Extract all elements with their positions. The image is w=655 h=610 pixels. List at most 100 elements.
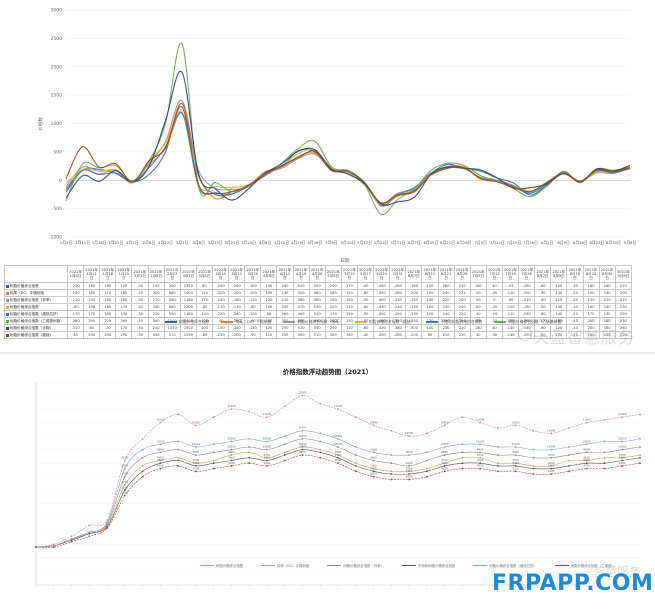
table-cell: 570: [163, 331, 181, 339]
table-cell: -190: [518, 303, 536, 311]
table-cell: 1050: [163, 324, 181, 332]
legend-line: [283, 321, 296, 323]
bottom-point: [585, 443, 588, 446]
table-column-header: 2021年5月31日: [389, 265, 407, 283]
table-cell: -430: [373, 303, 391, 311]
table-cell: 200: [453, 296, 471, 304]
table-cell: 150: [340, 296, 358, 304]
bottom-point: [568, 446, 570, 448]
table-cell: -30: [566, 282, 584, 290]
table-row-name: 树脂价格综合指数（邻苯）: [4, 296, 68, 304]
watermark-bottom: 智慧服务: [593, 565, 642, 579]
series-name: 树脂价格综合指数: [10, 284, 39, 288]
bottom-point: [177, 413, 180, 416]
data-label: 10000: [263, 445, 272, 449]
table-cell: -110: [66, 296, 85, 304]
table-cell: 220: [324, 303, 342, 311]
table-cell: 30: [469, 331, 487, 339]
table-column-header: 2021年5月24日: [373, 265, 391, 283]
table-cell: 220: [614, 282, 633, 290]
bottom-point: [266, 416, 268, 419]
bottom-point: [212, 451, 215, 454]
bottom-point: [372, 451, 375, 454]
data-label: 9300: [548, 464, 555, 468]
legend-item: 树脂价格综合指数: [200, 563, 243, 568]
table-cell: 510: [308, 331, 326, 339]
bottom-point: [230, 454, 233, 456]
bottom-point: [212, 416, 215, 419]
table-cell: 270: [147, 296, 165, 304]
data-label: 10200: [156, 439, 165, 443]
top-series-line-6: [65, 70, 631, 206]
table-cell: -40: [356, 331, 375, 339]
table-cell: -80: [356, 289, 375, 297]
y-tick-label: 1000: [51, 121, 63, 127]
table-cell: 120: [598, 296, 616, 304]
data-label: 9700: [477, 453, 484, 457]
bottom-point: [248, 456, 251, 459]
table-cell: -50: [131, 303, 149, 311]
legend-label: 树脂价格综合指数（乙烯基）: [570, 564, 615, 568]
table-cell: 250: [276, 303, 294, 311]
bottom-point: [514, 465, 517, 467]
table-row: 树脂价格综合指数（乙烯基树脂）-360290220260-10340100024…: [4, 317, 633, 325]
table-cell: -320: [211, 289, 230, 297]
y-axis-label: 价格数: [37, 117, 44, 131]
top-series-line-1: [65, 100, 631, 205]
table-cell: 30: [66, 331, 85, 339]
bottom-point: [585, 467, 588, 470]
bottom-point: [479, 462, 482, 465]
x-tick-label: 3月15日: [208, 240, 223, 245]
table-cell: -50: [356, 310, 375, 318]
table-cell: 180: [83, 282, 101, 290]
data-label: 9500: [335, 458, 342, 462]
bottom-point: [408, 473, 410, 475]
x-tick-label: 2月8日: [143, 240, 156, 245]
table-cell: -400: [373, 296, 391, 304]
table-cell: 510: [292, 324, 310, 332]
data-label: 10100: [440, 442, 449, 446]
data-label: 9400: [548, 461, 555, 465]
table-cell: 260: [276, 310, 294, 318]
x-tick-label: 4月19日: [291, 240, 306, 245]
bottom-point: [266, 440, 268, 443]
bottom-point: [639, 413, 641, 416]
table-cell: 660: [163, 303, 181, 311]
table-cell: -130: [405, 310, 423, 318]
table-column-header: 2021年8月23日: [582, 265, 600, 283]
bottom-point: [319, 440, 322, 443]
legend-line: [401, 565, 416, 566]
table-cell: 150: [260, 289, 278, 297]
bottom-point: [532, 467, 535, 470]
table-column-header: 2021年1月4日: [66, 265, 85, 283]
table-cell: -240: [389, 303, 407, 311]
data-label: 9800: [406, 450, 413, 454]
table-column-header: 2021年1月25日: [115, 265, 133, 283]
table-cell: 250: [276, 331, 294, 339]
data-label: 10500: [405, 431, 414, 435]
x-tick-label: 8月30日: [606, 240, 621, 245]
table-cell: -30: [485, 331, 503, 339]
bottom-point: [106, 527, 108, 530]
table-column-header: 2021年2月1日: [131, 265, 149, 283]
data-label: 9100: [406, 469, 413, 473]
table-row: 树脂价格综合指数 -210 180 190 120 -30 100 500 1350 80 -250…: [4, 282, 633, 290]
legend-label: 纯苯（DC）手糊树脂: [277, 564, 310, 568]
x-tick-label: 1月18日: [92, 240, 107, 245]
bottom-point: [461, 416, 464, 419]
table-row: 树脂价格综合指数（手糊） -310 80 -20 170 -30 240 1050 1900 10…: [4, 324, 633, 332]
bottom-point: [212, 467, 215, 470]
data-label: 9500: [512, 458, 519, 462]
table-cell: 260: [115, 317, 133, 325]
table-cell: 590: [163, 310, 181, 318]
table-cell: 40: [485, 324, 503, 332]
table-cell: -80: [195, 303, 213, 311]
series-swatch: [6, 305, 9, 309]
data-label: 10000: [547, 445, 556, 449]
bottom-point: [319, 432, 322, 435]
bottom-point: [443, 446, 446, 448]
data-label: 8900: [406, 474, 413, 478]
bottom-point: [372, 470, 375, 473]
data-label: 10900: [192, 420, 201, 424]
bottom-point: [443, 462, 446, 465]
